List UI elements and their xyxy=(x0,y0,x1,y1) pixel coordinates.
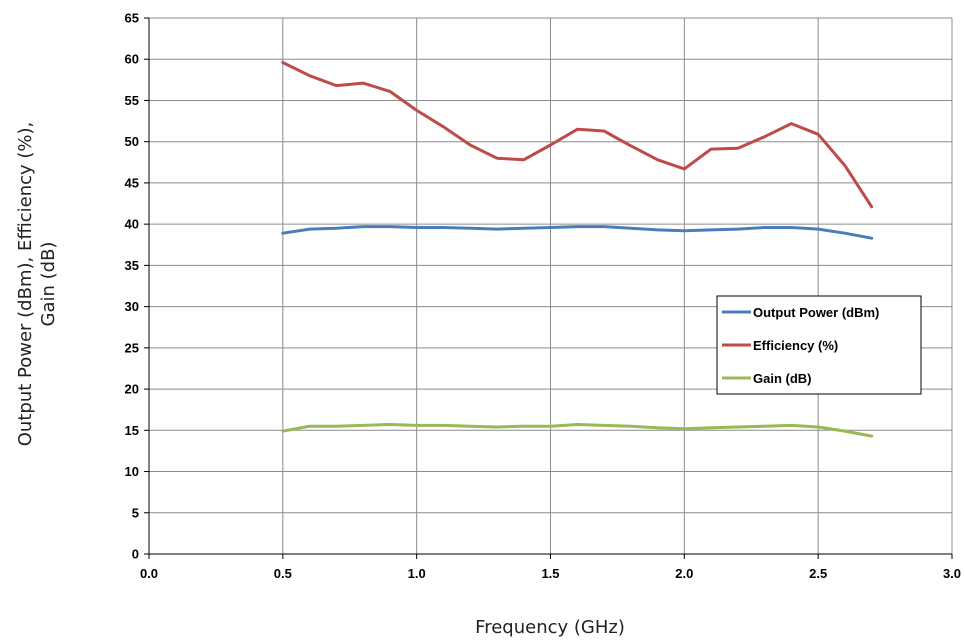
y-axis-ticks: 0 5 10 15 20 25 30 35 40 45 50 55 60 65 xyxy=(125,11,149,562)
y-tick-label: 30 xyxy=(125,299,139,314)
x-tick-label: 3.0 xyxy=(943,566,961,581)
y-tick-label: 45 xyxy=(125,175,139,190)
y-tick-label: 20 xyxy=(125,382,139,397)
x-tick-label: 1.5 xyxy=(541,566,559,581)
y-tick-label: 40 xyxy=(125,217,139,232)
y-tick-label: 60 xyxy=(125,52,139,67)
y-tick-label: 65 xyxy=(125,11,139,26)
y-axis-title-line-1: Output Power (dBm), Efficiency (%), xyxy=(15,122,36,446)
series-lines xyxy=(281,61,874,438)
x-tick-label: 2.0 xyxy=(675,566,693,581)
series-line-gain-db xyxy=(281,423,874,438)
y-tick-label: 55 xyxy=(125,93,139,108)
x-axis-title: Frequency (GHz) xyxy=(475,617,625,638)
x-tick-label: 0.5 xyxy=(274,566,292,581)
legend-label-gain-db: Gain (dB) xyxy=(753,371,812,386)
x-tick-label: 2.5 xyxy=(809,566,827,581)
legend-label-output-power-dbm: Output Power (dBm) xyxy=(753,305,879,320)
legend-label-efficiency: Efficiency (%) xyxy=(753,338,838,353)
y-tick-label: 50 xyxy=(125,134,139,149)
x-tick-label: 0.0 xyxy=(140,566,158,581)
legend-items: Output Power (dBm) Efficiency (%) Gain (dB… xyxy=(722,305,879,386)
y-tick-label: 5 xyxy=(132,505,139,520)
series-line-efficiency xyxy=(281,61,874,209)
legend: Output Power (dBm) Efficiency (%) Gain (dB… xyxy=(716,295,922,395)
y-tick-label: 15 xyxy=(125,423,139,438)
x-axis-ticks: 0.0 0.5 1.0 1.5 2.0 2.5 3.0 xyxy=(140,554,961,581)
y-axis-title-line-2: Gain (dB) xyxy=(38,242,59,327)
y-tick-label: 10 xyxy=(125,464,139,479)
y-tick-label: 25 xyxy=(125,340,139,355)
y-tick-label: 0 xyxy=(132,547,139,562)
y-tick-label: 35 xyxy=(125,258,139,273)
series-line-output-power-dbm xyxy=(281,225,874,240)
x-tick-label: 1.0 xyxy=(408,566,426,581)
